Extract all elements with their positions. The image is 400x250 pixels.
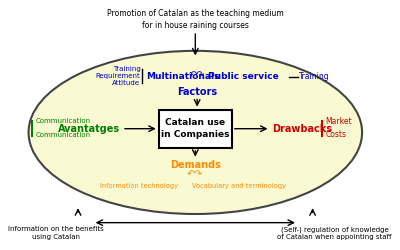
Text: Public service: Public service <box>208 72 279 81</box>
Text: Requirement: Requirement <box>96 73 140 79</box>
Text: Promotion of Catalan as the teaching medium
for in house raining courses: Promotion of Catalan as the teaching med… <box>107 9 284 29</box>
Text: Catalan use
in Companies: Catalan use in Companies <box>161 118 230 139</box>
FancyBboxPatch shape <box>159 110 232 148</box>
Text: Market: Market <box>326 117 352 126</box>
Text: Costs: Costs <box>326 130 346 140</box>
Text: (Self-) regulation of knowledge
of Catalan when appointing staff: (Self-) regulation of knowledge of Catal… <box>277 226 392 240</box>
Text: Communication: Communication <box>36 132 91 138</box>
Text: Vocabulary and terminology: Vocabulary and terminology <box>192 182 286 188</box>
Text: Avantatges: Avantatges <box>58 124 120 134</box>
Text: Demands: Demands <box>170 160 221 170</box>
Text: ↶↷: ↶↷ <box>189 70 205 81</box>
Text: Factors: Factors <box>177 87 217 97</box>
Text: Information technology: Information technology <box>100 182 178 188</box>
Text: Communication: Communication <box>36 118 91 124</box>
Text: Training: Training <box>299 72 330 81</box>
Text: ↶↷: ↶↷ <box>187 170 204 179</box>
Text: Attitude: Attitude <box>112 80 140 86</box>
Text: Multinationals: Multinationals <box>146 72 219 81</box>
Ellipse shape <box>28 51 362 214</box>
Text: Information on the benefits
using Catalan: Information on the benefits using Catala… <box>8 226 104 240</box>
Text: Training: Training <box>112 66 140 72</box>
Text: Drawbacks: Drawbacks <box>272 124 332 134</box>
